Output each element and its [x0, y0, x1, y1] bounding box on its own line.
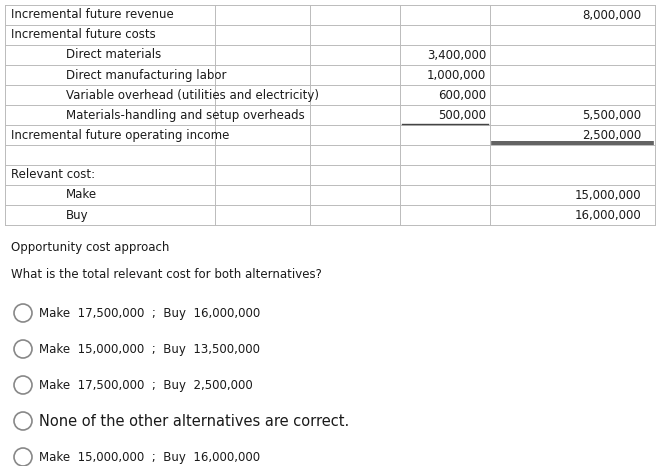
Text: 600,000: 600,000: [438, 89, 486, 102]
Text: Make: Make: [66, 189, 97, 201]
Text: Materials-handling and setup overheads: Materials-handling and setup overheads: [66, 109, 305, 122]
Text: 500,000: 500,000: [438, 109, 486, 122]
Text: Variable overhead (utilities and electricity): Variable overhead (utilities and electri…: [66, 89, 319, 102]
Text: Buy: Buy: [66, 208, 89, 221]
Text: 8,000,000: 8,000,000: [582, 8, 641, 21]
Text: Make  17,500,000  ;  Buy  2,500,000: Make 17,500,000 ; Buy 2,500,000: [39, 378, 253, 391]
Text: What is the total relevant cost for both alternatives?: What is the total relevant cost for both…: [11, 268, 322, 281]
Text: 5,500,000: 5,500,000: [582, 109, 641, 122]
Text: Make  15,000,000  ;  Buy  16,000,000: Make 15,000,000 ; Buy 16,000,000: [39, 451, 260, 464]
Text: Incremental future operating income: Incremental future operating income: [11, 129, 229, 142]
Text: 16,000,000: 16,000,000: [574, 208, 641, 221]
Text: Opportunity cost approach: Opportunity cost approach: [11, 240, 169, 254]
Text: 1,000,000: 1,000,000: [427, 69, 486, 82]
Text: Make  17,500,000  ;  Buy  16,000,000: Make 17,500,000 ; Buy 16,000,000: [39, 307, 260, 320]
Text: None of the other alternatives are correct.: None of the other alternatives are corre…: [39, 413, 350, 429]
Text: Direct manufacturing labor: Direct manufacturing labor: [66, 69, 226, 82]
Text: Incremental future costs: Incremental future costs: [11, 28, 156, 41]
Text: 3,400,000: 3,400,000: [427, 48, 486, 62]
Text: Relevant cost:: Relevant cost:: [11, 169, 95, 181]
Text: 15,000,000: 15,000,000: [575, 189, 641, 201]
Text: Incremental future revenue: Incremental future revenue: [11, 8, 173, 21]
Text: Make  15,000,000  ;  Buy  13,500,000: Make 15,000,000 ; Buy 13,500,000: [39, 343, 260, 356]
Text: 2,500,000: 2,500,000: [582, 129, 641, 142]
Text: Direct materials: Direct materials: [66, 48, 162, 62]
